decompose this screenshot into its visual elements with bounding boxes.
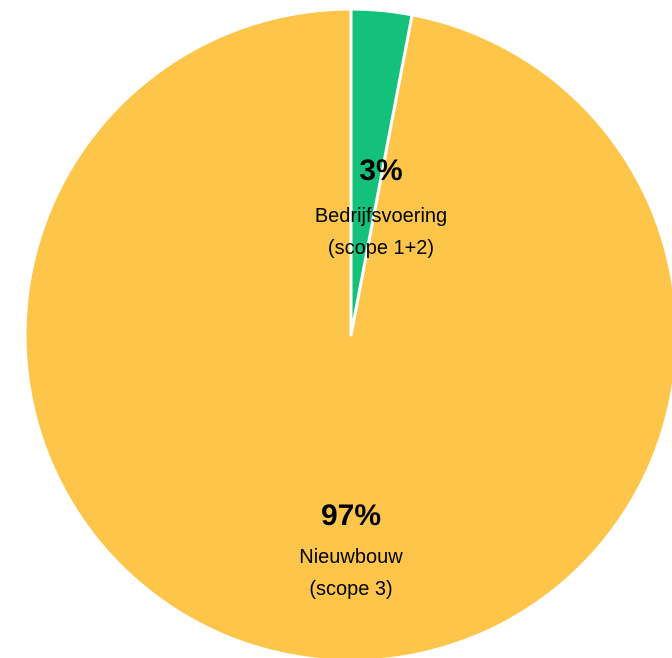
slice-label-bedrijfsvoering: Bedrijfsvoering: [315, 205, 447, 227]
pie-slices: [23, 7, 672, 658]
pie-slice-bedrijfsvoering: [349, 7, 414, 337]
slice-percent-label-nieuwbouw: 97%: [321, 499, 381, 532]
pie-slice-nieuwbouw: [23, 7, 672, 658]
slice-percent-label-bedrijfsvoering: 3%: [359, 154, 402, 187]
slice-sublabel-nieuwbouw: (scope 3): [309, 578, 392, 600]
slice-label-nieuwbouw: Nieuwbouw: [299, 546, 403, 568]
slice-sublabel-bedrijfsvoering: (scope 1+2): [328, 237, 434, 259]
